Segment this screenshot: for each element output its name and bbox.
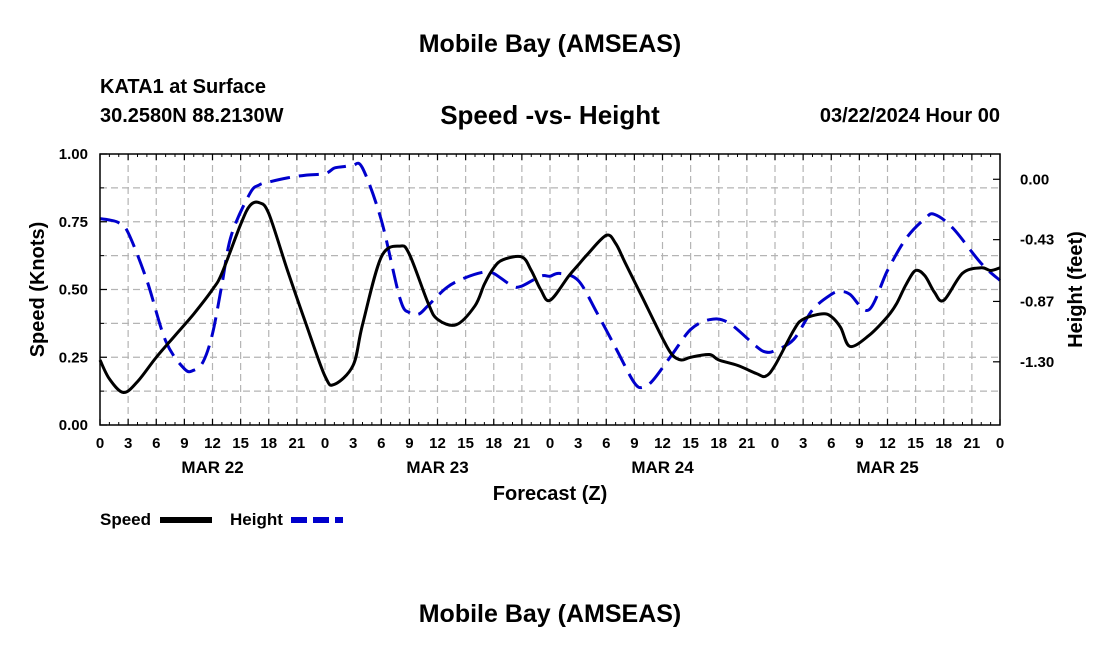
x-tick-label: 18 (260, 435, 277, 452)
x-tick-label: 0 (96, 435, 104, 452)
height-series-line (99, 161, 1002, 390)
x-tick-label: 6 (152, 435, 160, 452)
y-left-tick-label: 0.00 (59, 417, 88, 434)
axes: 0 3 6 9 12 15 18 21 0 3 6 9 12 15 18 21 0 3 6 9 12 15 18 21 0 3 6 9… (59, 146, 1054, 477)
station-label: KATA1 at Surface (100, 76, 266, 98)
x-tick-label: 15 (457, 435, 474, 452)
y-left-tick-label: 0.50 (59, 282, 88, 299)
x-axis-title: Forecast (Z) (493, 483, 607, 505)
chart-title: Speed -vs- Height (440, 100, 660, 130)
x-tick-label: 6 (377, 435, 385, 452)
x-tick-label: 0 (771, 435, 779, 452)
x-tick-label: 18 (485, 435, 502, 452)
date-label: MAR 22 (181, 458, 243, 477)
x-tick-label: 12 (429, 435, 446, 452)
x-tick-label: 18 (710, 435, 727, 452)
x-tick-label: 9 (405, 435, 413, 452)
y-left-tick-label: 1.00 (59, 146, 88, 163)
y-right-tick-label: -0.43 (1020, 232, 1054, 249)
x-tick-label: 3 (799, 435, 807, 452)
series-lines (98, 161, 1002, 394)
x-tick-label: 21 (289, 435, 306, 452)
page-title: Mobile Bay (AMSEAS) (418, 30, 682, 58)
grid (100, 154, 1000, 425)
legend-height-label: Height (230, 510, 283, 529)
x-tick-label: 21 (964, 435, 981, 452)
x-tick-label: 0 (321, 435, 329, 452)
date-label: MAR 25 (856, 458, 918, 477)
y-right-tick-label: -1.30 (1020, 354, 1054, 371)
x-tick-label: 15 (682, 435, 699, 452)
x-tick-label: 0 (546, 435, 554, 452)
x-tick-label: 3 (574, 435, 582, 452)
y-right-tick-label: -0.87 (1020, 293, 1054, 310)
x-tick-label: 6 (602, 435, 610, 452)
x-tick-label: 21 (739, 435, 756, 452)
x-tick-label: 18 (935, 435, 952, 452)
x-tick-label: 3 (124, 435, 132, 452)
x-tick-label: 12 (204, 435, 221, 452)
y-left-tick-label: 0.75 (59, 214, 88, 231)
x-tick-label: 9 (855, 435, 863, 452)
x-tick-label: 3 (349, 435, 357, 452)
x-tick-label: 9 (180, 435, 188, 452)
legend-speed-label: Speed (100, 510, 151, 529)
x-tick-label: 9 (630, 435, 638, 452)
forecast-datetime: 03/22/2024 Hour 00 (819, 105, 1000, 127)
footer-title: Mobile Bay (AMSEAS) (418, 600, 682, 628)
y-right-tick-label: 0.00 (1020, 171, 1049, 188)
legend: Speed Height (100, 510, 343, 529)
speed-series-line (98, 200, 1001, 394)
x-tick-label: 15 (232, 435, 249, 452)
x-tick-label: 21 (514, 435, 531, 452)
coordinates-label: 30.2580N 88.2130W (100, 105, 284, 127)
y-axis-title-left: Speed (Knots) (27, 222, 49, 358)
date-label: MAR 24 (631, 458, 694, 477)
x-tick-label: 12 (879, 435, 896, 452)
y-left-tick-label: 0.25 (59, 349, 88, 366)
y-axis-title-right: Height (feet) (1065, 231, 1087, 348)
x-tick-label: 0 (996, 435, 1004, 452)
x-tick-label: 15 (907, 435, 924, 452)
date-label: MAR 23 (406, 458, 468, 477)
x-tick-label: 12 (654, 435, 671, 452)
x-tick-label: 6 (827, 435, 835, 452)
